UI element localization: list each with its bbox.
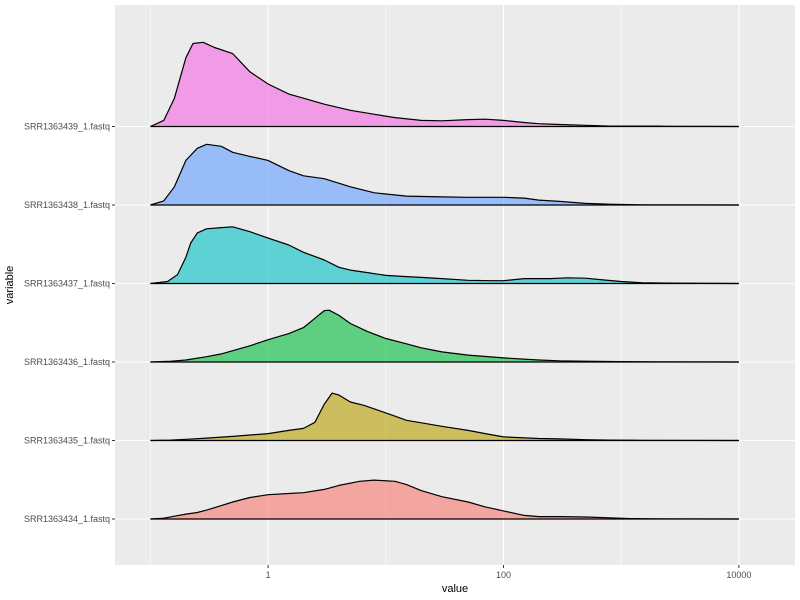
ridge-outline — [150, 226, 739, 285]
x-axis-title: value — [442, 583, 468, 595]
x-axis: 1 100 10000 — [266, 565, 751, 580]
ridge-area — [150, 480, 739, 519]
x-tick-label: 100 — [496, 570, 511, 580]
ridge-SRR1363437_1.fastq — [150, 226, 739, 285]
ridge-area — [150, 42, 739, 127]
ridge-outline — [150, 392, 739, 442]
ridge-SRR1363434_1.fastq — [150, 479, 739, 520]
y-tick-label: SRR1363437_1.fastq — [24, 279, 110, 289]
ridge-area — [150, 144, 739, 205]
y-tick-label: SRR1363436_1.fastq — [24, 357, 110, 367]
x-tick-label: 1 — [266, 570, 271, 580]
ridge-SRR1363438_1.fastq — [150, 143, 739, 206]
ridges — [150, 41, 739, 520]
ridge-outline — [150, 143, 739, 206]
ridge-area — [150, 310, 739, 362]
y-tick-label: SRR1363438_1.fastq — [24, 200, 110, 210]
x-tick-label: 10000 — [726, 570, 751, 580]
y-axis: SRR1363434_1.fastq SRR1363435_1.fastq SRR1… — [24, 122, 115, 524]
ridge-outline — [150, 479, 739, 520]
ridge-SRR1363439_1.fastq — [150, 41, 739, 128]
ridge-outline — [150, 309, 739, 363]
ridge-area — [150, 393, 739, 441]
y-tick-label: SRR1363434_1.fastq — [24, 514, 110, 524]
y-tick-label: SRR1363439_1.fastq — [24, 122, 110, 132]
y-tick-label: SRR1363435_1.fastq — [24, 436, 110, 446]
y-axis-title: variable — [4, 266, 16, 305]
ridge-area — [150, 226, 739, 284]
ridge-SRR1363436_1.fastq — [150, 309, 739, 363]
ridge-SRR1363435_1.fastq — [150, 392, 739, 442]
